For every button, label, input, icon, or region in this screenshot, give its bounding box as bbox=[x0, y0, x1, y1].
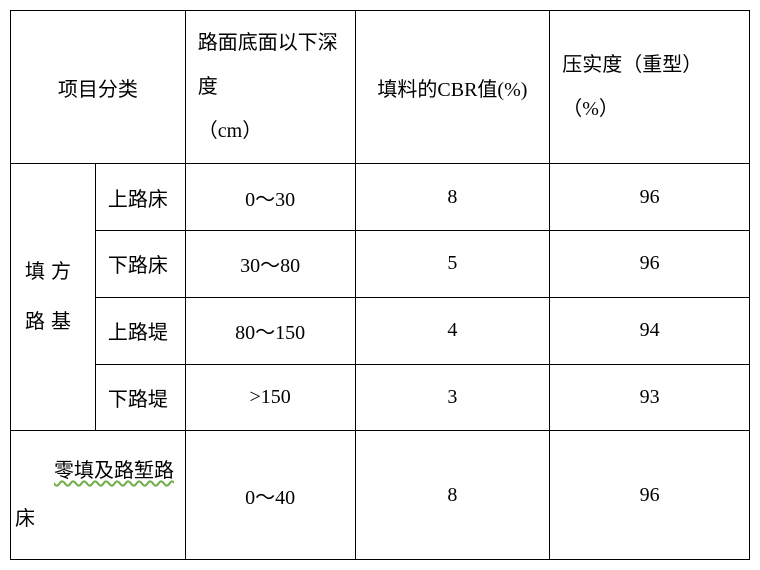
row-name: 上路堤 bbox=[95, 297, 185, 364]
table-row: 零填及路堑路 床 0～40 8 96 bbox=[11, 431, 750, 560]
row-depth: 30～80 bbox=[185, 230, 355, 297]
row-compact: 94 bbox=[550, 297, 750, 364]
row-depth: 80～150 bbox=[185, 297, 355, 364]
row-cbr: 3 bbox=[355, 364, 550, 431]
row-name: 下路床 bbox=[95, 230, 185, 297]
header-category: 项目分类 bbox=[11, 11, 186, 164]
row-depth: 0～30 bbox=[185, 164, 355, 231]
table-row: 填方路基 上路床 0～30 8 96 bbox=[11, 164, 750, 231]
row-cbr: 8 bbox=[355, 164, 550, 231]
row-compact: 96 bbox=[550, 164, 750, 231]
table-row: 下路堤 >150 3 93 bbox=[11, 364, 750, 431]
header-depth: 路面底面以下深度 （cm） bbox=[185, 11, 355, 164]
table-row: 上路堤 80～150 4 94 bbox=[11, 297, 750, 364]
table-header-row: 项目分类 路面底面以下深度 （cm） 填料的CBR值(%) 压实度（重型） （%… bbox=[11, 11, 750, 164]
row-depth: 0～40 bbox=[185, 431, 355, 560]
row-cbr: 4 bbox=[355, 297, 550, 364]
row-compact: 93 bbox=[550, 364, 750, 431]
specification-table: 项目分类 路面底面以下深度 （cm） 填料的CBR值(%) 压实度（重型） （%… bbox=[10, 10, 750, 560]
header-compact-line2: （%） bbox=[562, 98, 619, 120]
header-depth-line1: 路面底面以下深度 bbox=[198, 32, 338, 98]
fill-roadbed-label: 填方路基 bbox=[11, 164, 96, 431]
header-depth-line2: （cm） bbox=[198, 120, 262, 142]
zero-fill-suffix: 床 bbox=[15, 508, 35, 530]
zero-fill-decorated: 零填及路堑路 bbox=[54, 460, 174, 482]
row-cbr: 5 bbox=[355, 230, 550, 297]
row-depth: >150 bbox=[185, 364, 355, 431]
row-cbr: 8 bbox=[355, 431, 550, 560]
row-name: 上路床 bbox=[95, 164, 185, 231]
header-cbr: 填料的CBR值(%) bbox=[355, 11, 550, 164]
row-compact: 96 bbox=[550, 431, 750, 560]
row-name: 下路堤 bbox=[95, 364, 185, 431]
zero-fill-label: 零填及路堑路 床 bbox=[11, 431, 186, 560]
table-row: 下路床 30～80 5 96 bbox=[11, 230, 750, 297]
header-compact-line1: 压实度（重型） bbox=[562, 54, 702, 76]
row-compact: 96 bbox=[550, 230, 750, 297]
header-compaction: 压实度（重型） （%） bbox=[550, 11, 750, 164]
